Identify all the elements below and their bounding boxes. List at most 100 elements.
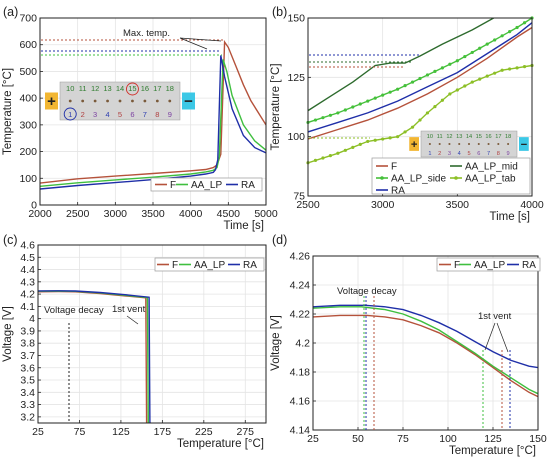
cell-dot xyxy=(81,99,85,103)
annotations: Max. temp. Voltage decay 1st vent Voltage d… xyxy=(41,28,512,430)
legend-marker xyxy=(380,176,384,180)
cell-label-bottom: 8 xyxy=(155,110,159,119)
series-marker-AA_LP_side xyxy=(336,111,340,115)
cell-dot xyxy=(448,142,451,146)
series-marker-AA_LP_side xyxy=(358,102,362,106)
series-marker-AA_LP_tab xyxy=(410,125,415,129)
y-tick-label: 4 xyxy=(29,313,35,325)
series-marker-AA_LP_tab xyxy=(508,67,512,71)
cell-label-bottom: 7 xyxy=(487,151,490,157)
first-vent-label: 1st vent xyxy=(112,304,146,315)
y-tick-label: 3.5 xyxy=(20,375,35,387)
y-tick-label: 3.2 xyxy=(20,411,35,423)
series-marker-AA_LP_side xyxy=(508,30,512,34)
first-vent-arrow xyxy=(126,315,139,325)
series-marker-AA_LP_tab xyxy=(351,145,355,149)
x-axis-label: Temperature [°C] xyxy=(449,445,536,457)
cell-label-bottom: 2 xyxy=(81,110,85,119)
series-marker-AA_LP_tab xyxy=(448,92,452,96)
x-tick-label: 25 xyxy=(307,433,319,445)
series-line-AA_LP xyxy=(40,59,266,187)
cell-dot xyxy=(93,99,97,103)
legend: F AA_LP RA xyxy=(150,177,263,192)
series-marker-AA_LP_tab xyxy=(463,84,467,88)
series-marker-AA_LP_tab xyxy=(358,142,362,146)
cell-label-bottom: 3 xyxy=(448,151,451,157)
legend-box xyxy=(436,257,541,272)
first-vent-arrow xyxy=(484,322,496,351)
minus-terminal xyxy=(182,92,195,110)
series-marker-AA_LP_side xyxy=(478,46,482,50)
cell-dot xyxy=(438,142,441,146)
legend-box xyxy=(371,157,531,195)
series-line-AA_LP_mid xyxy=(308,18,496,112)
cell-label-top: 13 xyxy=(103,84,111,93)
cell-label-bottom: 8 xyxy=(497,151,500,157)
series-marker-AA_LP_tab xyxy=(470,80,474,84)
y-tick-label: 4.4 xyxy=(20,264,35,276)
legend-entry-F: F xyxy=(172,260,178,271)
series-marker-AA_LP_tab xyxy=(321,156,325,160)
cell-label-top: 17 xyxy=(153,84,161,93)
x-axis-label: Time [s] xyxy=(224,220,264,232)
x-tick-label: 2000 xyxy=(28,208,52,220)
y-axis-label: Temperature [°C] xyxy=(270,63,282,150)
cell-label-top: 10 xyxy=(66,84,74,93)
series-marker-AA_LP_tab xyxy=(485,74,489,78)
cell-label-bottom: 6 xyxy=(130,110,134,119)
y-tick-label: 4.3 xyxy=(20,276,35,288)
cell-label-top: 13 xyxy=(456,134,462,140)
series-marker-AA_LP_tab xyxy=(455,88,459,92)
series-marker-AA_LP_tab xyxy=(328,154,332,158)
voltage-decay-label: Voltage decay xyxy=(44,305,104,316)
cell-dot xyxy=(168,99,172,103)
series-marker-AA_LP_tab xyxy=(403,130,407,134)
cell-dot xyxy=(68,99,72,103)
y-tick-label: 4.6 xyxy=(20,240,35,252)
series-marker-AA_LP_tab xyxy=(425,111,430,115)
series-marker-AA_LP_tab xyxy=(478,77,482,81)
voltage-decay-label: Voltage decay xyxy=(337,286,397,297)
y-tick-label: 3.8 xyxy=(20,338,35,350)
series-marker-AA_LP_tab xyxy=(522,65,527,69)
x-tick-label: 3500 xyxy=(446,199,470,211)
series-marker-AA_LP_side xyxy=(522,21,527,25)
y-tick-label: 4.22 xyxy=(290,309,311,321)
series-marker-AA_LP_side xyxy=(366,99,370,103)
cell-label-top: 12 xyxy=(446,134,452,140)
y-tick-label: 4.18 xyxy=(290,367,311,379)
x-tick-label: 2500 xyxy=(296,199,320,211)
first-vent-label: 1st vent xyxy=(478,311,512,322)
y-tick-label: 150 xyxy=(287,13,305,25)
x-axis-label: Time [s] xyxy=(490,211,530,223)
series-marker-AA_LP_tab xyxy=(396,135,400,139)
series-marker-AA_LP_side xyxy=(500,34,504,38)
cell-dot xyxy=(497,142,500,146)
plot-frame xyxy=(37,244,267,424)
legend-entry-F: F xyxy=(454,260,460,271)
cell-dot xyxy=(131,99,134,103)
y-tick-label: 3.9 xyxy=(20,325,35,337)
series-marker-AA_LP_side xyxy=(396,87,400,91)
first-vent-arrow xyxy=(496,322,509,353)
series-marker-AA_LP_side xyxy=(448,62,452,66)
series-marker-AA_LP_side xyxy=(313,118,318,122)
series-marker-AA_LP_tab xyxy=(313,158,318,162)
x-tick-label: 275 xyxy=(237,426,255,438)
panel-label: (a) xyxy=(3,5,18,19)
series-marker-AA_LP_side xyxy=(403,84,407,88)
cell-label-top: 11 xyxy=(79,84,87,93)
y-tick-label: 4.16 xyxy=(290,396,311,408)
series-marker-AA_LP_side xyxy=(381,93,385,97)
legend-entry-RA: RA xyxy=(522,260,536,271)
series-marker-AA_LP_side xyxy=(440,66,444,70)
series-marker-AA_LP_side xyxy=(425,73,430,77)
y-tick-label: 200 xyxy=(19,146,37,158)
panel-label: (b) xyxy=(272,5,287,19)
series-marker-AA_LP_tab xyxy=(440,98,444,102)
cell-label-top: 15 xyxy=(128,84,136,93)
series-marker-AA_LP_tab xyxy=(336,151,340,155)
y-tick-label: 0 xyxy=(31,200,37,212)
x-tick-label: 25 xyxy=(32,426,44,438)
